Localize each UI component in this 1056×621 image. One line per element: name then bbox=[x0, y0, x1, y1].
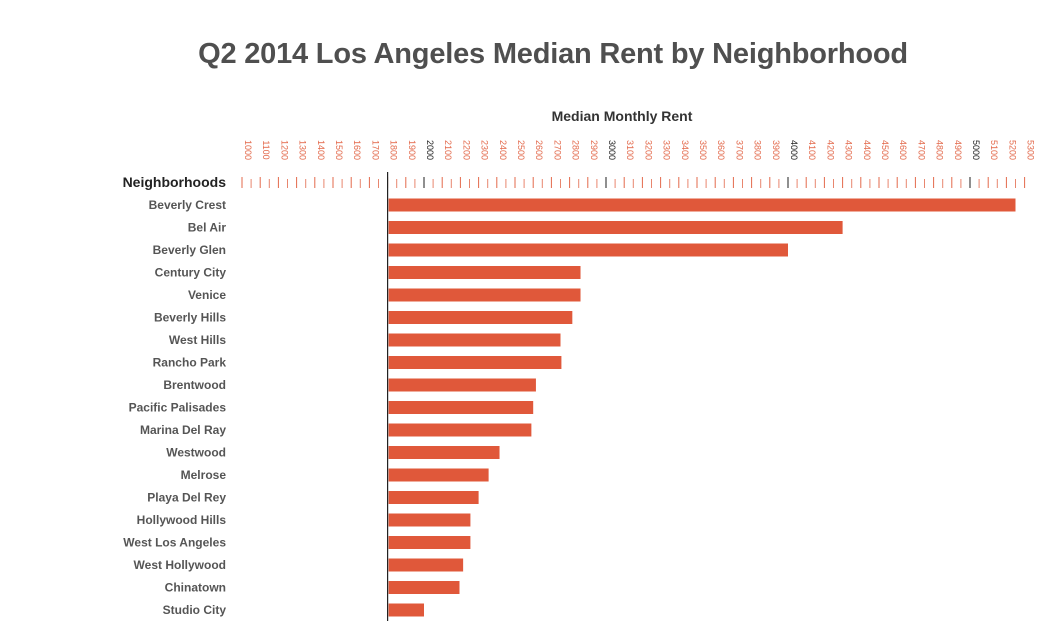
x-axis-title: Median Monthly Rent bbox=[551, 108, 693, 124]
x-tick-label: 3800 bbox=[753, 140, 763, 160]
category-label: Venice bbox=[188, 288, 226, 302]
category-label: Playa Del Rey bbox=[147, 491, 226, 505]
bar bbox=[388, 423, 532, 437]
category-label: Rancho Park bbox=[153, 356, 227, 370]
x-tick-label: 4700 bbox=[916, 140, 926, 160]
x-tick-label: 2000 bbox=[425, 140, 435, 160]
bar bbox=[388, 491, 479, 504]
x-tick-label: 5100 bbox=[989, 140, 999, 160]
bar bbox=[388, 266, 581, 279]
x-tick-label: 2500 bbox=[516, 140, 526, 160]
x-tick-label: 2900 bbox=[589, 140, 599, 160]
x-tick-label: 3600 bbox=[716, 140, 726, 160]
x-tick-label: 2300 bbox=[480, 140, 490, 160]
x-tick-label: 3500 bbox=[698, 140, 708, 160]
category-label: Beverly Glen bbox=[153, 243, 226, 257]
bar bbox=[388, 468, 489, 482]
x-tick-label: 4500 bbox=[880, 140, 890, 160]
category-label: Brentwood bbox=[163, 378, 226, 392]
x-tick-label: 1700 bbox=[370, 140, 380, 160]
category-label: West Los Angeles bbox=[123, 536, 226, 550]
bar bbox=[388, 221, 843, 234]
x-tick-label: 2800 bbox=[571, 140, 581, 160]
y-axis-title: Neighborhoods bbox=[122, 174, 226, 190]
bar bbox=[388, 513, 471, 527]
category-label: Hollywood Hills bbox=[137, 513, 227, 527]
x-tick-label: 1900 bbox=[407, 140, 417, 160]
category-label: Melrose bbox=[181, 468, 227, 482]
bar bbox=[388, 603, 424, 617]
x-tick-label: 5000 bbox=[971, 140, 981, 160]
x-tick-label: 3300 bbox=[662, 140, 672, 160]
bar bbox=[388, 536, 471, 549]
x-tick-label: 3100 bbox=[625, 140, 635, 160]
category-label: Beverly Crest bbox=[149, 198, 226, 212]
category-label: Century City bbox=[155, 266, 227, 280]
bar bbox=[388, 378, 536, 392]
x-tick-label: 1200 bbox=[279, 140, 289, 160]
category-label: Beverly Hills bbox=[154, 311, 226, 325]
bar bbox=[388, 401, 534, 414]
x-tick-label: 4400 bbox=[862, 140, 872, 160]
x-tick-label: 1800 bbox=[389, 140, 399, 160]
bar bbox=[388, 288, 581, 302]
category-label: West Hills bbox=[169, 333, 226, 347]
x-tick-label: 5300 bbox=[1026, 140, 1036, 160]
category-label: Pacific Palisades bbox=[129, 401, 227, 415]
x-tick-label: 2700 bbox=[552, 140, 562, 160]
x-tick-label: 4200 bbox=[825, 140, 835, 160]
x-tick-label: 5200 bbox=[1007, 140, 1017, 160]
x-tick-label: 1000 bbox=[243, 140, 253, 160]
x-tick-label: 3400 bbox=[680, 140, 690, 160]
category-label: Studio City bbox=[163, 603, 227, 617]
x-tick-label: 1300 bbox=[298, 140, 308, 160]
bar bbox=[388, 356, 562, 369]
bar bbox=[388, 446, 500, 459]
bar bbox=[388, 198, 1016, 212]
x-tick-label: 4900 bbox=[953, 140, 963, 160]
x-tick-label: 1600 bbox=[352, 140, 362, 160]
bar bbox=[388, 558, 464, 572]
category-label: Westwood bbox=[166, 446, 226, 460]
x-tick-label: 2200 bbox=[461, 140, 471, 160]
x-tick-label: 4800 bbox=[935, 140, 945, 160]
x-tick-label: 1100 bbox=[261, 140, 271, 159]
x-tick-label: 2600 bbox=[534, 140, 544, 160]
bar bbox=[388, 581, 460, 594]
bar bbox=[388, 311, 573, 324]
category-label: Marina Del Ray bbox=[140, 423, 226, 437]
x-tick-label: 3700 bbox=[734, 140, 744, 160]
category-label: Chinatown bbox=[165, 581, 226, 595]
x-tick-label: 3900 bbox=[771, 140, 781, 160]
x-tick-label: 4000 bbox=[789, 140, 799, 160]
category-label: West Hollywood bbox=[134, 558, 226, 572]
chart-title: Q2 2014 Los Angeles Median Rent by Neigh… bbox=[198, 38, 908, 70]
bar bbox=[388, 243, 788, 257]
category-label: Bel Air bbox=[188, 221, 227, 235]
x-tick-label: 4300 bbox=[844, 140, 854, 160]
x-tick-label: 3200 bbox=[643, 140, 653, 160]
x-tick-label: 4600 bbox=[898, 140, 908, 160]
bar bbox=[388, 333, 561, 347]
x-tick-label: 2100 bbox=[443, 140, 453, 160]
x-tick-label: 1500 bbox=[334, 140, 344, 160]
x-tick-label: 1400 bbox=[316, 140, 326, 160]
x-tick-label: 4100 bbox=[807, 140, 817, 160]
x-tick-label: 3000 bbox=[607, 140, 617, 160]
x-tick-label: 2400 bbox=[498, 140, 508, 160]
